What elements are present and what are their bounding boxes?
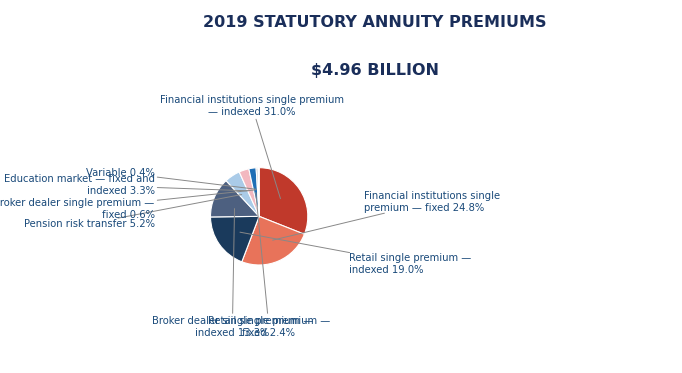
Wedge shape [249,168,259,216]
Text: Broker dealer single premium —
fixed 0.6%: Broker dealer single premium — fixed 0.6… [0,190,255,220]
Wedge shape [239,169,259,216]
Text: Education market — fixed and
indexed 3.3%: Education market — fixed and indexed 3.3… [3,174,248,195]
Wedge shape [259,168,308,234]
Wedge shape [226,172,259,216]
Text: Financial institutions single premium
— indexed 31.0%: Financial institutions single premium — … [160,95,344,199]
Text: Pension risk transfer 5.2%: Pension risk transfer 5.2% [24,195,241,229]
Text: 2019 STATUTORY ANNUITY PREMIUMS: 2019 STATUTORY ANNUITY PREMIUMS [203,15,547,30]
Wedge shape [211,216,259,262]
Text: Retail single premium —
fixed 2.4%: Retail single premium — fixed 2.4% [208,192,330,338]
Text: Financial institutions single
premium — fixed 24.8%: Financial institutions single premium — … [273,191,500,240]
Wedge shape [258,168,259,216]
Text: Variable 0.4%: Variable 0.4% [86,167,256,189]
Wedge shape [256,168,259,216]
Text: Retail single premium —
indexed 19.0%: Retail single premium — indexed 19.0% [240,232,471,275]
Text: Broker dealer single premium —
indexed 13.3%: Broker dealer single premium — indexed 1… [152,209,313,338]
Wedge shape [211,181,259,217]
Text: $4.96 BILLION: $4.96 BILLION [311,63,439,78]
Wedge shape [242,216,304,265]
